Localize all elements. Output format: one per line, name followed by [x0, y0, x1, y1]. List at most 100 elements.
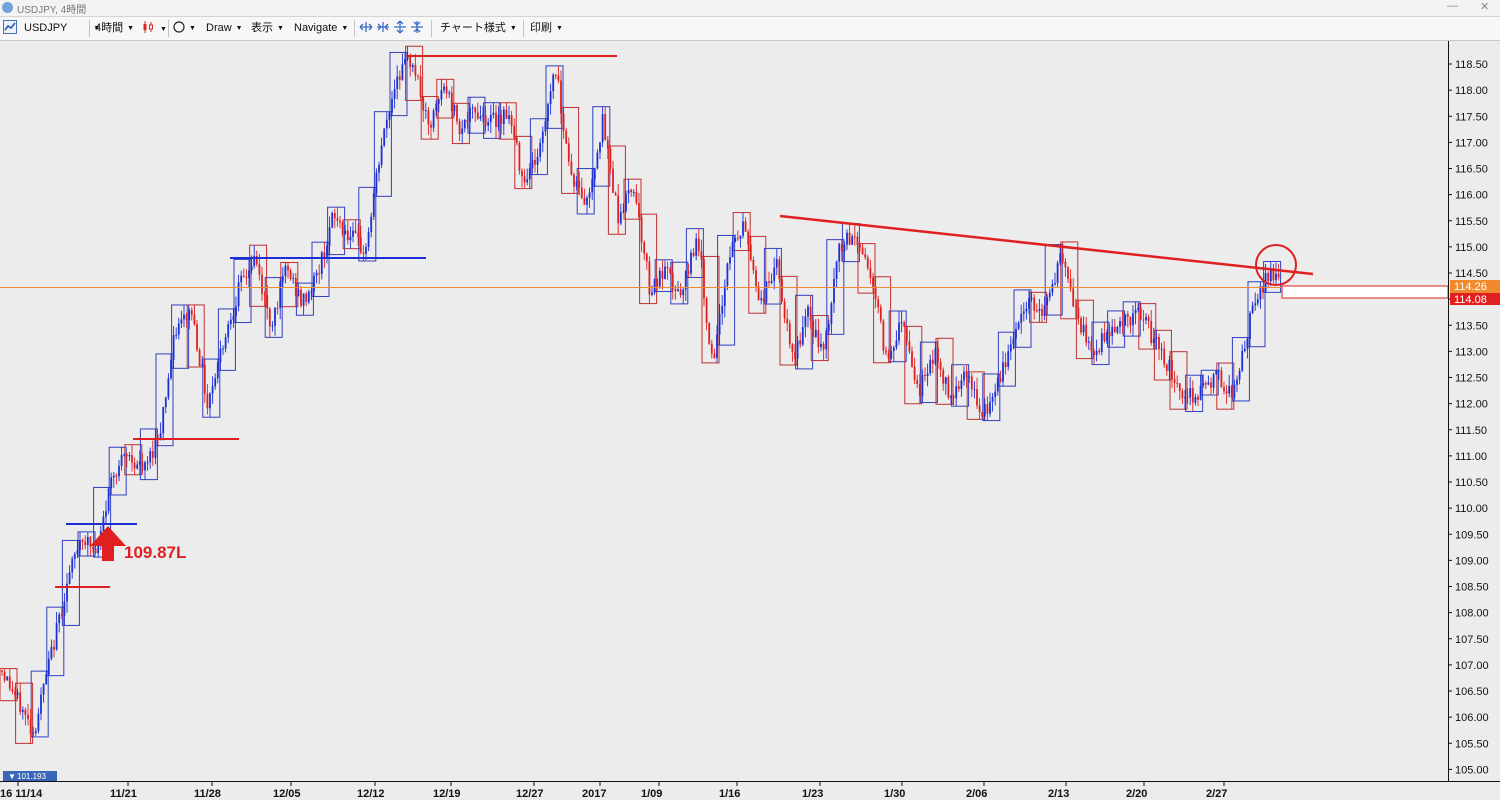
- candle-body: [505, 109, 508, 119]
- downtrend-line: [779, 214, 1314, 276]
- candle-body: [276, 307, 279, 309]
- candle-body: [149, 451, 152, 463]
- price-axis: 105.00 105.50 106.00 106.50 107.00 107.50 108.…: [1448, 59, 1489, 776]
- candle-body: [544, 121, 547, 132]
- zoom-in-horizontal-button[interactable]: [359, 20, 373, 37]
- candle-body: [396, 76, 399, 90]
- candle-body: [908, 341, 911, 352]
- channel-box: [935, 337, 954, 405]
- candle-body: [1223, 387, 1225, 392]
- candle-body: [185, 314, 188, 321]
- candle-body: [159, 433, 162, 440]
- candle-body: [812, 320, 815, 337]
- price-chart[interactable]: 109.87L 105.00105.50106.00106.50107.0010…: [0, 41, 1500, 800]
- candle-body: [518, 142, 521, 171]
- candle-body: [757, 286, 760, 301]
- candle-body: [755, 270, 757, 287]
- candle-body: [885, 350, 887, 353]
- candle-body: [346, 230, 349, 241]
- low-marker-label: 101.193: [17, 772, 46, 781]
- candle-body: [671, 272, 674, 290]
- channel-box: [951, 364, 970, 407]
- y-tick-label: 112.50: [1455, 373, 1488, 385]
- candle-body: [586, 197, 588, 205]
- x-tick-label: 11/28: [194, 788, 221, 800]
- channel-box: [1060, 241, 1079, 320]
- candle-body: [929, 359, 932, 374]
- y-tick-label: 109.00: [1455, 555, 1489, 567]
- candle-body: [76, 550, 79, 555]
- candle-body: [872, 277, 874, 287]
- candle-body: [682, 289, 685, 296]
- close-button[interactable]: ✕: [1480, 1, 1490, 13]
- navigate-menu[interactable]: Navigate ▼: [294, 20, 348, 37]
- candle-body: [710, 343, 713, 354]
- candle-body: [718, 313, 721, 335]
- candle-body: [973, 389, 976, 391]
- candle-body: [796, 340, 799, 359]
- candle-body: [534, 159, 536, 165]
- candle-body: [625, 193, 627, 211]
- candle-body: [713, 353, 716, 359]
- candle-body: [596, 152, 599, 169]
- candle-body: [1090, 341, 1093, 352]
- candle-body: [458, 121, 461, 135]
- candle-body: [1080, 318, 1082, 333]
- chevron-down-icon: ▼: [127, 25, 135, 32]
- candle-body: [1043, 305, 1046, 316]
- candle-body: [112, 475, 115, 478]
- candle-body: [853, 236, 856, 238]
- candle-body: [643, 242, 646, 254]
- candle-body: [1020, 313, 1023, 323]
- zoom-out-horizontal-button[interactable]: [376, 20, 390, 37]
- channel-box: [997, 331, 1016, 387]
- chart-style-menu[interactable]: チャート様式 ▼: [440, 20, 517, 37]
- candle-body: [892, 347, 895, 352]
- candle-body: [198, 349, 201, 366]
- candle-body: [245, 277, 248, 279]
- candle-body: [227, 324, 230, 338]
- candle-body: [177, 323, 180, 335]
- view-menu[interactable]: 表示 ▼: [251, 20, 284, 37]
- print-menu[interactable]: 印刷 ▼: [530, 20, 563, 37]
- candle-body: [302, 293, 305, 306]
- expand-horizontal-icon: [359, 22, 373, 32]
- candle-body: [731, 241, 734, 258]
- candle-body: [570, 161, 573, 175]
- candle-body: [1256, 299, 1259, 304]
- y-tick-label: 109.50: [1455, 529, 1489, 541]
- timeframe-select[interactable]: 4時間 ▼: [95, 20, 134, 37]
- candle-body: [175, 334, 178, 336]
- shape-tool-button[interactable]: ▼: [173, 20, 196, 37]
- zoom-out-vertical-button[interactable]: [410, 20, 424, 37]
- zoom-in-vertical-button[interactable]: [393, 20, 407, 37]
- candle-body: [736, 238, 739, 240]
- candle-body: [1186, 397, 1189, 399]
- symbol-select[interactable]: USDJPY ▼: [24, 20, 100, 37]
- draw-menu[interactable]: Draw ▼: [206, 20, 243, 37]
- candle-body: [1098, 350, 1101, 353]
- candle-body: [814, 330, 817, 337]
- candle-body: [1168, 359, 1171, 371]
- candle-body: [1189, 388, 1192, 398]
- x-tick-label: 2/20: [1126, 788, 1147, 800]
- minimize-button[interactable]: —: [1447, 0, 1458, 12]
- channel-box: [233, 258, 252, 324]
- candle-body: [591, 179, 594, 193]
- candle-body: [375, 172, 378, 194]
- candle-body: [1103, 333, 1106, 342]
- candle-body: [601, 114, 604, 143]
- candle-type-button[interactable]: ▼: [142, 20, 167, 37]
- channel-box: [1013, 289, 1032, 348]
- channel-box: [1231, 337, 1250, 402]
- y-tick-label: 106.00: [1455, 712, 1489, 724]
- channel-box: [561, 106, 580, 194]
- candle-body: [770, 280, 773, 283]
- candle-body: [677, 289, 679, 292]
- candle-body: [752, 259, 755, 271]
- candle-body: [71, 558, 74, 573]
- channel-box: [358, 186, 377, 262]
- channel-box: [46, 606, 65, 677]
- chart-background: [0, 41, 1500, 800]
- x-tick-label: 1/09: [641, 788, 662, 800]
